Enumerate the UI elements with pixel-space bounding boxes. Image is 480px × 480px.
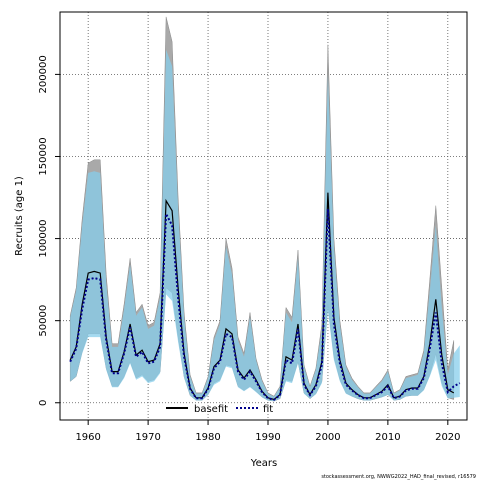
y-tick-label: 100000 [38, 219, 49, 257]
y-axis-title: Recruits (age 1) [14, 176, 25, 256]
confidence-bands [69, 16, 460, 402]
x-tick-label: 2010 [375, 432, 400, 443]
legend: basefit fit [166, 404, 273, 415]
plot-frame [59, 11, 468, 421]
series-lines [69, 192, 461, 401]
x-tick-label: 2000 [315, 432, 340, 443]
y-tick-label: 200000 [38, 55, 49, 93]
y-tick-label: 150000 [38, 137, 49, 175]
band-fit [70, 49, 460, 402]
x-tick-label: 1970 [135, 432, 160, 443]
x-tick-label: 1990 [255, 432, 280, 443]
x-axis-title: Years [250, 458, 277, 469]
y-tick-label: 0 [38, 400, 49, 406]
line-fit [69, 208, 461, 401]
axes: 1960 1970 1980 1990 2000 2010 2020 0 50000 100000… [38, 55, 461, 443]
legend-basefit-label: basefit [194, 404, 228, 415]
x-tick-label: 1960 [75, 432, 100, 443]
x-tick-label: 1980 [195, 432, 220, 443]
legend-fit-label: fit [263, 404, 273, 415]
y-tick-label: 50000 [38, 305, 49, 337]
footer-note: stockassessment.org, NWWG2022_HAD_final_… [321, 474, 476, 480]
x-tick-label: 2020 [435, 432, 460, 443]
